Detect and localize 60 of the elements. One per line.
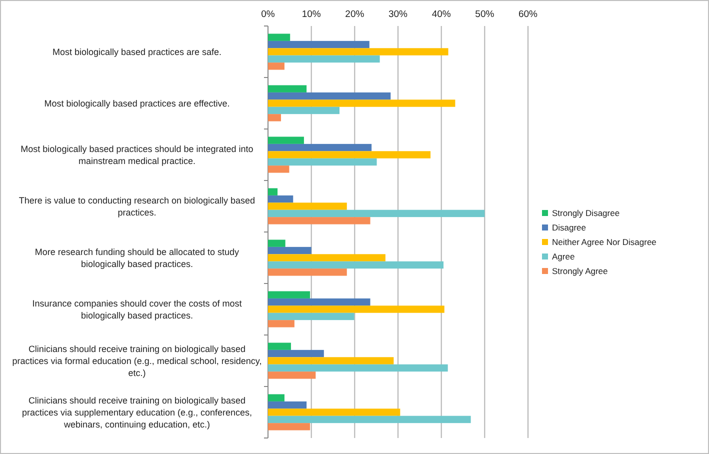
bar <box>268 254 386 262</box>
bar <box>268 114 281 122</box>
bar <box>268 55 380 63</box>
bar <box>268 144 372 152</box>
bar <box>268 34 290 41</box>
bar <box>268 394 284 402</box>
x-tick-label: 20% <box>345 9 365 20</box>
bar <box>268 423 310 430</box>
bar <box>268 416 471 424</box>
x-tick-label: 30% <box>388 9 408 20</box>
bar <box>268 92 391 100</box>
y-tick-label: Insurance companies should cover the costs of most biologically based practices. <box>32 298 242 320</box>
bar <box>268 40 370 48</box>
legend-label: Neither Agree Nor Disagree <box>552 237 657 247</box>
bar <box>268 268 347 276</box>
bar <box>268 320 294 328</box>
y-tick-label: Most biologically based practices should be integrated into mainstream medical practice. <box>20 144 254 166</box>
bar <box>268 364 448 372</box>
y-tick-label: Most biologically based practices are safe. <box>52 46 222 57</box>
bar <box>268 261 444 269</box>
bar <box>268 85 307 92</box>
bar <box>268 357 394 364</box>
bar <box>268 342 291 350</box>
bar <box>268 166 290 173</box>
bar <box>268 106 340 114</box>
bar <box>268 217 370 224</box>
legend-label: Strongly Agree <box>552 266 608 276</box>
legend-label: Strongly Disagree <box>552 208 620 218</box>
bar <box>268 246 312 254</box>
bar <box>268 151 430 158</box>
x-tick-label: 0% <box>261 9 276 20</box>
bar <box>268 298 370 306</box>
bar <box>268 401 307 409</box>
bar <box>268 48 448 56</box>
y-tick-label: Most biologically based practices are effective. <box>44 98 230 108</box>
x-tick-label: 40% <box>432 9 452 20</box>
x-tick-label: 60% <box>518 9 538 20</box>
bar <box>268 350 324 358</box>
bar <box>268 291 310 298</box>
x-tick-label: 10% <box>302 9 322 20</box>
bar <box>268 188 278 196</box>
bar <box>268 408 400 416</box>
y-tick-label: There is value to conducting research on biologically based practices. <box>18 195 256 218</box>
bar <box>268 100 456 107</box>
x-tick-label: 50% <box>475 9 495 20</box>
bar <box>268 62 284 70</box>
y-tick-label: Clinicians should receive training on biologically based practices via formal education (e.g., medical school, residency, etc.) <box>12 344 262 378</box>
bar <box>268 210 485 218</box>
bar <box>268 158 377 166</box>
bar <box>268 372 316 379</box>
bar <box>268 240 286 247</box>
legend-label: Agree <box>552 252 575 262</box>
bar <box>268 202 347 210</box>
legend-label: Disagree <box>552 222 586 232</box>
y-tick-label: Clinicians should receive training on biologically based practices via supplementary education (e.g., conferences, webinars, continuing education, etc.) <box>22 395 252 430</box>
bar <box>268 136 304 144</box>
bar <box>268 312 354 320</box>
y-tick-label: More research funding should be allocated to study biologically based practices. <box>34 246 240 269</box>
bar <box>268 195 294 203</box>
bar <box>268 306 444 313</box>
